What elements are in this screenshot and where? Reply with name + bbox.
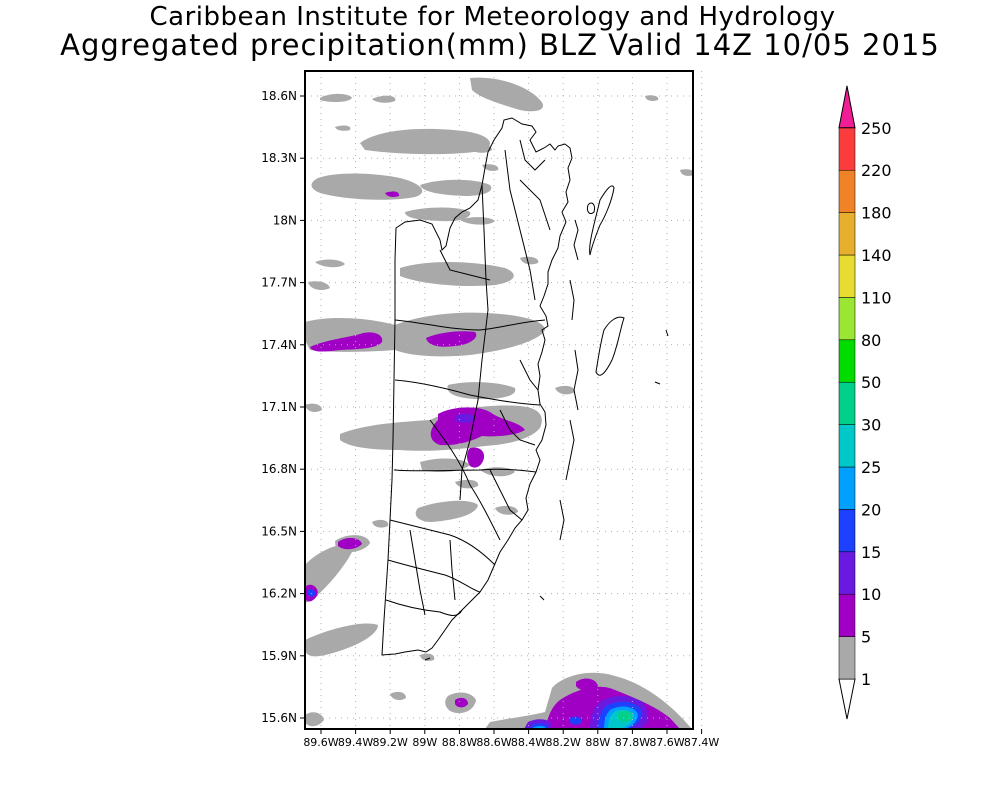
precipitation-field [305,77,693,729]
lat-tick-label: 16.5N [261,524,297,538]
chart-title: Caribbean Institute for Meteorology and … [149,2,836,32]
lon-tick-label: 89.4W [338,736,373,749]
colorbar-label: 50 [861,373,881,392]
colorbar-label: 5 [861,628,871,647]
colorbar-bin [838,551,856,595]
lon-tick-label: 88.2W [546,736,581,749]
lon-tick-label: 88W [585,736,610,749]
colorbar-bin [838,678,856,720]
colorbar-label: 10 [861,585,881,604]
lat-tick-label: 18N [273,213,297,227]
lon-tick-label: 89.2W [373,736,408,749]
colorbar-label: 20 [861,500,881,519]
lat-tick-label: 15.6N [261,711,297,725]
colorbar-bin [838,127,856,171]
colorbar-bin [838,381,856,425]
colorbar-bin [838,85,856,129]
colorbar-bin [838,424,856,468]
lat-tick-label: 17.4N [261,338,297,352]
colorbar-bin [838,297,856,341]
colorbar-bin [838,212,856,256]
colorbar-label: 110 [861,288,892,307]
colorbar-bin [838,254,856,298]
colorbar-label: 15 [861,543,881,562]
lon-tick-label: 89W [412,736,437,749]
colorbar-bin [838,509,856,553]
lon-tick-label: 88.6W [476,736,511,749]
map-frame [304,70,694,730]
lon-tick-label: 88.8W [442,736,477,749]
lat-tick-label: 17.1N [261,400,297,414]
colorbar-label: 220 [861,161,892,180]
colorbar-label: 1 [861,670,871,689]
colorbar-bin [838,466,856,510]
latitude-axis: 18.6N 18.3N 18N 17.7N 17.4N 17.1N 16.8N 16.5N 16… [261,89,305,725]
colorbar-label: 140 [861,246,892,265]
colorbar-bin [838,636,856,680]
chart-subtitle: Aggregated precipitation(mm) BLZ Valid 1… [60,28,940,62]
lat-tick-label: 17.7N [261,276,297,290]
colorbar-label: 80 [861,331,881,350]
colorbar-label: 30 [861,416,881,435]
colorbar-label: 250 [861,119,892,138]
longitude-axis: 89.6W 89.4W 89.2W 89W 88.8W 88.6W 88.4W 88.2W 88… [303,729,719,749]
belize-boundaries [381,117,669,661]
colorbar-bin [838,169,856,213]
lat-tick-label: 16.8N [261,462,297,476]
colorbar-label: 25 [861,458,881,477]
colorbar-bin [838,339,856,383]
colorbar-label: 180 [861,204,892,223]
lon-tick-label: 87.6W [649,736,684,749]
lon-tick-label: 89.6W [303,736,338,749]
lat-tick-label: 18.3N [261,151,297,165]
lat-tick-label: 15.9N [261,649,297,663]
lon-tick-label: 87.8W [615,736,650,749]
lon-tick-label: 88.4W [511,736,546,749]
colorbar-bin [838,593,856,637]
lat-tick-label: 16.2N [261,587,297,601]
lat-tick-label: 18.6N [261,89,297,103]
lon-tick-label: 87.4W [684,736,719,749]
